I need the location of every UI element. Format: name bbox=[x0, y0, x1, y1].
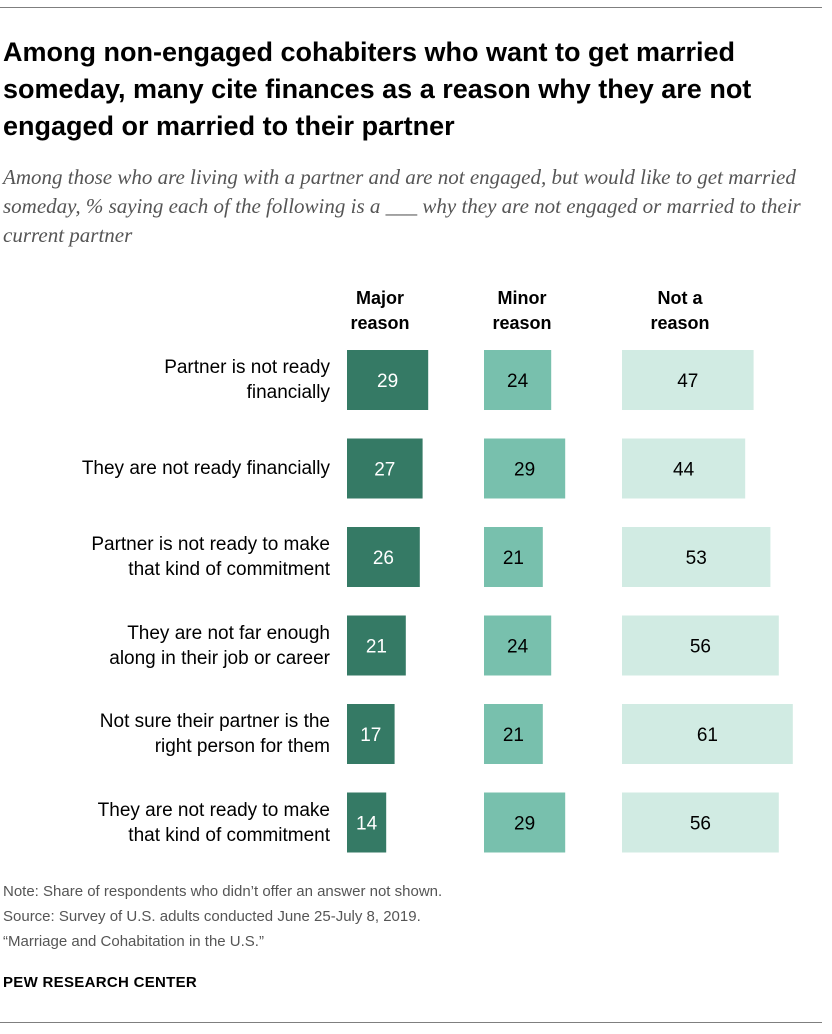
data-label: 56 bbox=[690, 814, 711, 835]
category-label: They are not ready financially bbox=[20, 456, 330, 481]
category-label-line: They are not ready financially bbox=[81, 458, 330, 479]
category-label: Partner is not ready to make that kind of… bbox=[20, 532, 330, 582]
column-header-2: Minor reason bbox=[462, 286, 582, 336]
bar-minor-reason bbox=[484, 792, 566, 853]
category-label: Not sure their partner is the right perso… bbox=[20, 709, 330, 759]
data-label: 44 bbox=[673, 460, 695, 481]
bar-not-a-reason bbox=[622, 527, 771, 587]
data-label: 24 bbox=[507, 371, 529, 392]
data-label: 27 bbox=[374, 460, 395, 481]
column-header-1: Major reason bbox=[320, 286, 440, 336]
bar-not-a-reason bbox=[622, 350, 754, 410]
category-label-line: They are not far enough bbox=[127, 622, 330, 644]
chart-subtitle: Among those who are living with a partne… bbox=[3, 165, 801, 247]
bar-major-reason bbox=[347, 704, 395, 764]
column-header-3: Not a reason bbox=[620, 286, 740, 336]
data-label: 29 bbox=[514, 814, 535, 835]
bar-not-a-reason bbox=[622, 438, 746, 499]
column-header-line: reason bbox=[650, 313, 710, 333]
category-label-line: Partner is not ready bbox=[164, 357, 330, 378]
bar-major-reason bbox=[347, 527, 420, 587]
data-label: 61 bbox=[697, 725, 718, 746]
bar-not-a-reason bbox=[622, 615, 779, 676]
bar-minor-reason bbox=[484, 527, 543, 587]
note-text: Note: Share of respondents who didn’t of… bbox=[3, 883, 443, 900]
category-label: They are not ready to make that kind of c… bbox=[20, 798, 330, 848]
data-label: 24 bbox=[507, 637, 529, 658]
category-label: They are not far enough along in their jo… bbox=[20, 621, 330, 671]
data-label: 21 bbox=[366, 637, 387, 658]
category-label: Partner is not ready financially bbox=[20, 355, 330, 405]
report-text: “Marriage and Cohabitation in the U.S.” bbox=[3, 933, 264, 950]
bar-not-a-reason bbox=[622, 704, 793, 764]
data-label: 17 bbox=[360, 725, 381, 746]
column-header-line: reason bbox=[492, 313, 552, 333]
data-label: 14 bbox=[356, 814, 378, 835]
column-header-line: Minor bbox=[497, 288, 547, 308]
category-label-line: financially bbox=[246, 382, 330, 403]
column-header-line: reason bbox=[350, 313, 410, 333]
data-label: 21 bbox=[503, 725, 524, 746]
bar-minor-reason bbox=[484, 350, 552, 410]
column-header-line: Major bbox=[355, 288, 404, 308]
bar-major-reason bbox=[347, 792, 387, 853]
data-label: 47 bbox=[677, 371, 698, 392]
bar-major-reason bbox=[347, 615, 406, 676]
bar-minor-reason bbox=[484, 438, 566, 499]
category-label-line: right person for them bbox=[154, 736, 330, 757]
category-label-line: that kind of commitment bbox=[128, 559, 330, 580]
data-label: 29 bbox=[514, 460, 535, 481]
category-label-line: Partner is not ready to make bbox=[91, 534, 330, 555]
data-label: 56 bbox=[690, 637, 711, 658]
top-rule bbox=[0, 7, 822, 8]
data-label: 26 bbox=[373, 548, 394, 569]
bar-minor-reason bbox=[484, 704, 543, 764]
data-label: 29 bbox=[377, 371, 398, 392]
category-label-line: Not sure their partner is the bbox=[99, 711, 330, 732]
bar-minor-reason bbox=[484, 615, 552, 676]
category-label-line: that kind of commitment bbox=[128, 824, 330, 846]
column-header-line: Not a bbox=[657, 288, 703, 308]
bar-major-reason bbox=[347, 438, 423, 499]
chart-title: Among non-engaged cohabiters who want to… bbox=[3, 37, 752, 141]
data-label: 21 bbox=[503, 548, 524, 569]
category-label-line: along in their job or career bbox=[109, 647, 330, 669]
pew-logo-text: PEW RESEARCH CENTER bbox=[3, 974, 198, 991]
bar-not-a-reason bbox=[622, 792, 779, 853]
bottom-rule bbox=[0, 1022, 822, 1023]
bar-major-reason bbox=[347, 350, 429, 410]
source-text: Source: Survey of U.S. adults conducted … bbox=[3, 908, 421, 925]
data-label: 53 bbox=[686, 548, 707, 569]
category-label-line: They are not ready to make bbox=[97, 799, 330, 821]
